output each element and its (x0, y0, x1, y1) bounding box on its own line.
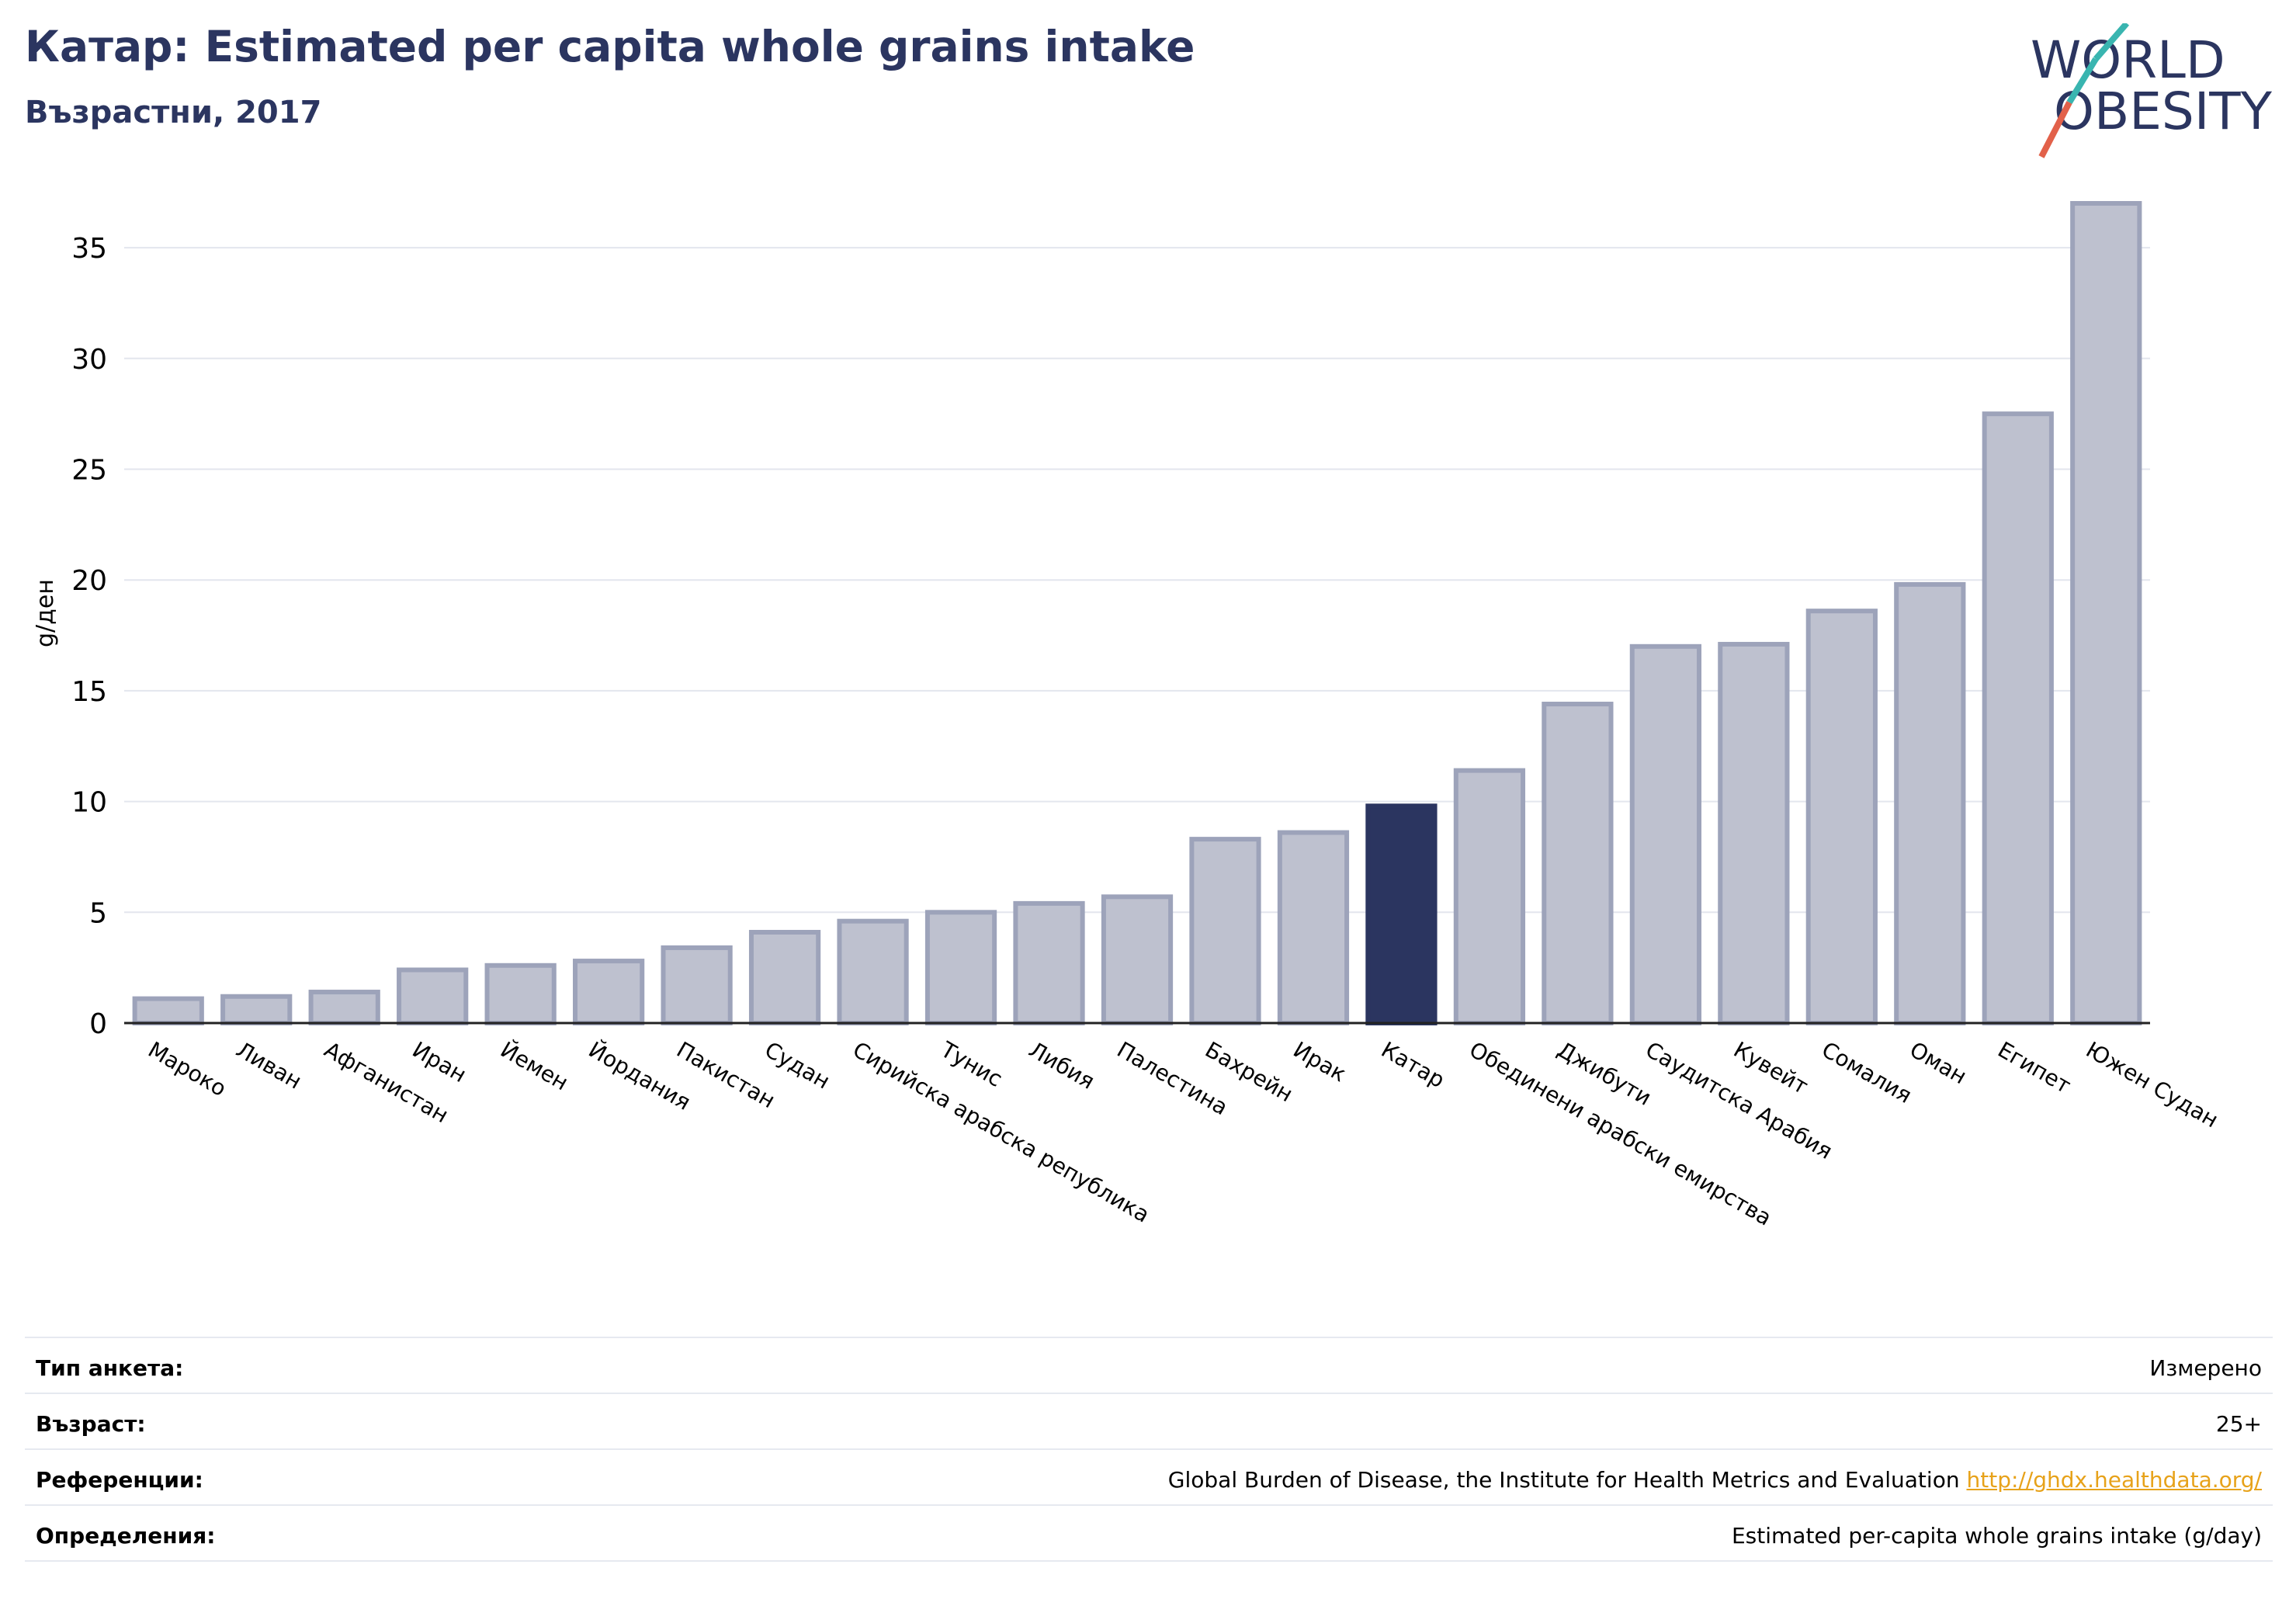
bar-highlighted (1365, 803, 1438, 1026)
bar (484, 963, 557, 1025)
x-tick-label: Оман (1906, 1036, 1972, 1089)
logo-slash-teal-top (2093, 23, 2130, 61)
info-table: Тип анкета: Измерено Възраст: 25+ Рефере… (25, 1337, 2273, 1562)
survey-type-row: Тип анкета: Измерено (25, 1337, 2273, 1393)
bar (1805, 609, 1878, 1025)
logo-slash-red (2038, 101, 2072, 158)
x-tick-label: Египет (1993, 1036, 2075, 1098)
y-tick-label: 30 (71, 344, 107, 376)
x-tick-label: Сомалия (1817, 1036, 1916, 1108)
bar (1453, 768, 1526, 1025)
definitions-label: Определения: (36, 1523, 216, 1549)
bar (748, 929, 821, 1025)
definitions-value: Estimated per-capita whole grains intake… (1731, 1523, 2262, 1549)
bar (1894, 581, 1966, 1025)
x-tick-label: Южен Судан (2082, 1036, 2223, 1132)
x-tick-label: Катар (1377, 1036, 1449, 1093)
x-tick-label: Йемен (496, 1036, 573, 1096)
bar (1982, 411, 2054, 1025)
y-tick-label: 10 (71, 787, 107, 819)
y-axis-label: g/ден (32, 579, 59, 647)
x-tick-label: Либия (1025, 1036, 1099, 1094)
x-tick-label: Ирак (1288, 1036, 1351, 1087)
bars (132, 201, 2142, 1026)
survey-type-label: Тип анкета: (36, 1355, 184, 1381)
age-value: 25+ (2215, 1411, 2262, 1437)
references-label: Референции: (36, 1467, 203, 1493)
y-tick-label: 20 (71, 565, 107, 597)
references-value: Global Burden of Disease, the Institute … (1168, 1467, 2262, 1493)
x-tick-label: Ливан (232, 1036, 306, 1094)
references-link[interactable]: http://ghdx.healthdata.org/ (1966, 1467, 2262, 1493)
logo-line1: WORLD (2031, 30, 2225, 90)
bar (924, 910, 997, 1025)
survey-type-value: Измерено (2149, 1355, 2262, 1381)
y-tick-label: 35 (71, 233, 107, 265)
bar (1101, 894, 1174, 1026)
bar (2070, 201, 2142, 1025)
y-tick-label: 25 (71, 454, 107, 486)
bar (1718, 641, 1790, 1026)
logo-slash-teal (2066, 57, 2099, 105)
bar (837, 918, 909, 1025)
references-text: Global Burden of Disease, the Institute … (1167, 1467, 1960, 1493)
bar (397, 967, 469, 1025)
bar (1189, 837, 1261, 1026)
world-obesity-logo: WORLD OBESITY (2031, 23, 2273, 158)
x-tick-label: Мароко (144, 1036, 231, 1101)
y-tick-label: 5 (89, 897, 107, 929)
bar (132, 996, 204, 1025)
bar (1542, 702, 1614, 1026)
definitions-row: Определения: Estimated per-capita whole … (25, 1504, 2273, 1562)
chart-subtitle: Възрастни, 2017 (25, 95, 322, 130)
x-tick-label: Тунис (936, 1036, 1007, 1092)
x-tick-label: Иран (408, 1036, 471, 1087)
bar (220, 994, 293, 1025)
bar (661, 945, 733, 1025)
age-row: Възраст: 25+ (25, 1393, 2273, 1448)
x-tick-label: Судан (761, 1036, 834, 1094)
y-tick-label: 15 (71, 676, 107, 708)
bar (1013, 900, 1085, 1026)
logo-line2: OBESITY (2054, 82, 2273, 141)
bar (308, 990, 380, 1025)
chart-title: Катар: Estimated per capita whole grains… (25, 22, 1195, 71)
y-tick-label: 0 (89, 1008, 107, 1040)
bar (1629, 643, 1701, 1025)
age-label: Възраст: (36, 1411, 146, 1437)
bar (1277, 830, 1350, 1026)
x-tick-label: Сирийска арабска република (848, 1036, 1153, 1227)
bar (573, 959, 645, 1025)
references-row: Референции: Global Burden of Disease, th… (25, 1448, 2273, 1504)
y-axis-ticks: 0 5 10 15 20 25 30 35 (71, 233, 107, 1040)
x-tick-label: Обединени арабски емирства (1465, 1036, 1776, 1230)
